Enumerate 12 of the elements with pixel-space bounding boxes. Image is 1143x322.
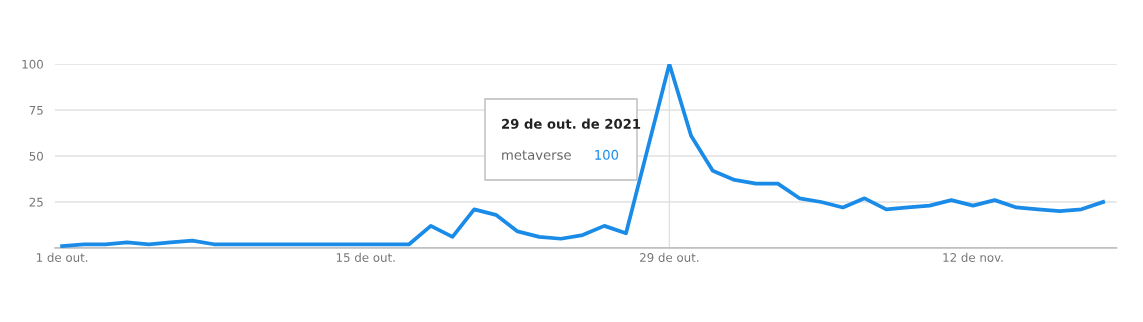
x-tick-label: 29 de out. (640, 252, 699, 262)
text: metaverse (502, 150, 571, 160)
x-tick-label: 1 de out. (36, 252, 88, 262)
annotation: 29 de out. de 2021 (502, 118, 641, 129)
line-series (60, 64, 1106, 248)
y-tick-label: 100 (22, 59, 43, 69)
annotation: 100 (595, 149, 619, 160)
y-tick-label: 25 (29, 197, 43, 207)
x-tick-label: 12 de nov. (943, 252, 1003, 262)
y-tick-label: 75 (29, 105, 43, 115)
y-tick-label: 50 (29, 151, 43, 161)
x-tick-label: 15 de out. (336, 252, 395, 262)
